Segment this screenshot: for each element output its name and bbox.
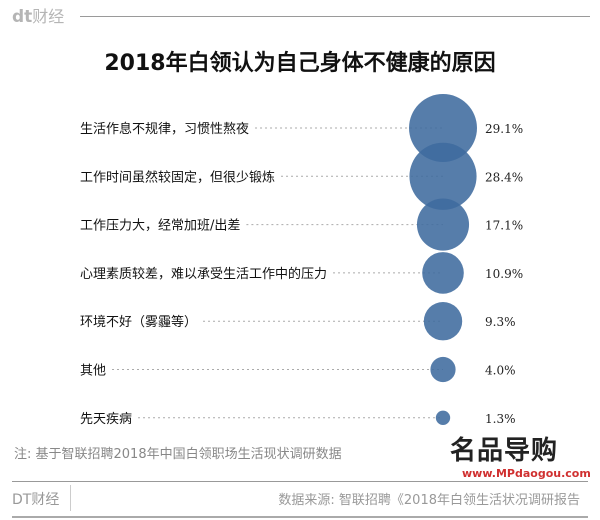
value-label: 28.4% — [485, 170, 523, 184]
bubble-chart: 生活作息不规律，习惯性熬夜工作时间虽然较固定，但很少锻炼工作压力大，经常加班/出… — [80, 94, 523, 427]
header-divider — [80, 16, 590, 17]
value-label: 17.1% — [485, 219, 523, 233]
bubble — [430, 356, 456, 383]
value-label: 4.0% — [485, 364, 516, 378]
category-label: 其他 — [80, 364, 106, 379]
brand-label: DT财经 — [12, 492, 60, 508]
bubble — [423, 301, 463, 341]
bubble — [409, 94, 477, 162]
category-label: 环境不好（雾霾等） — [80, 314, 197, 330]
category-label: 心理素质较差，难以承受生活工作中的压力 — [80, 266, 327, 282]
source-text: 数据来源: 智联招聘《2018年白领生活状况调研报告 — [278, 493, 580, 508]
logo-suffix: 财经 — [32, 7, 65, 26]
bottom-divider — [12, 516, 588, 518]
value-label: 1.3% — [485, 412, 516, 426]
watermark-url: www.MPdaogou.com — [462, 467, 591, 480]
bubble — [435, 410, 451, 425]
bubble — [422, 252, 464, 294]
bubble — [409, 142, 477, 210]
logo-mark: dt — [12, 7, 33, 27]
value-label: 29.1% — [485, 122, 523, 136]
footnote: 注: 基于智联招聘2018年中国白领职场生活现状调研数据 — [14, 447, 342, 462]
dt-logo: dt财经 — [12, 3, 64, 27]
value-label: 10.9% — [485, 267, 523, 281]
category-label: 先天疾病 — [80, 412, 132, 427]
category-label: 生活作息不规律，习惯性熬夜 — [80, 121, 249, 137]
value-label: 9.3% — [485, 315, 516, 329]
chart-title: 2018年白领认为自己身体不健康的原因 — [104, 51, 496, 76]
brand-separator — [70, 485, 71, 511]
footer-divider — [12, 481, 588, 482]
category-label: 工作压力大，经常加班/出差 — [80, 219, 240, 234]
bubble — [416, 198, 470, 251]
category-label: 工作时间虽然较固定，但很少锻炼 — [80, 169, 275, 185]
watermark-logo: 名品导购 — [450, 436, 559, 466]
